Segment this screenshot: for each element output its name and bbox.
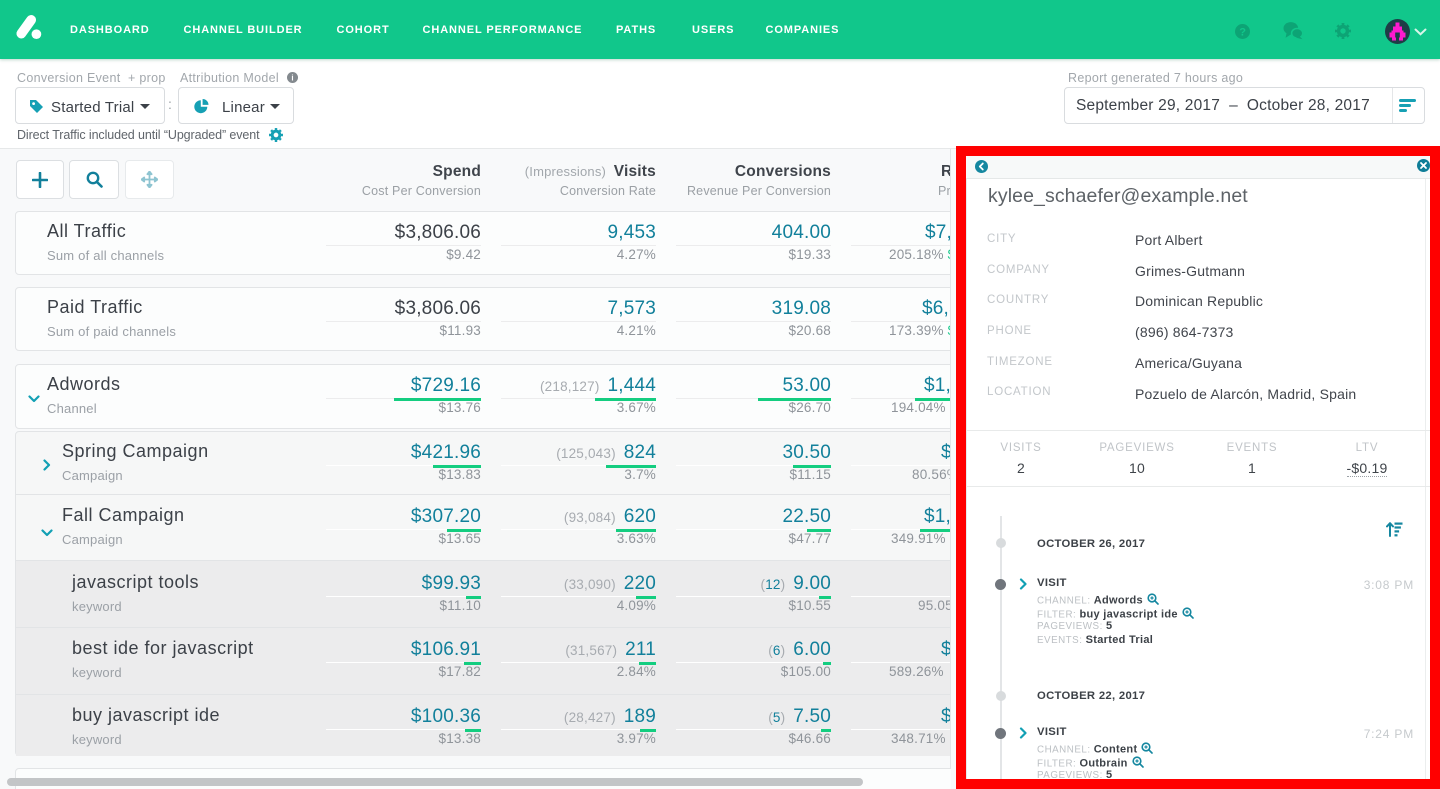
svg-text:?: ? <box>1239 26 1246 38</box>
svg-text:i: i <box>291 73 293 82</box>
